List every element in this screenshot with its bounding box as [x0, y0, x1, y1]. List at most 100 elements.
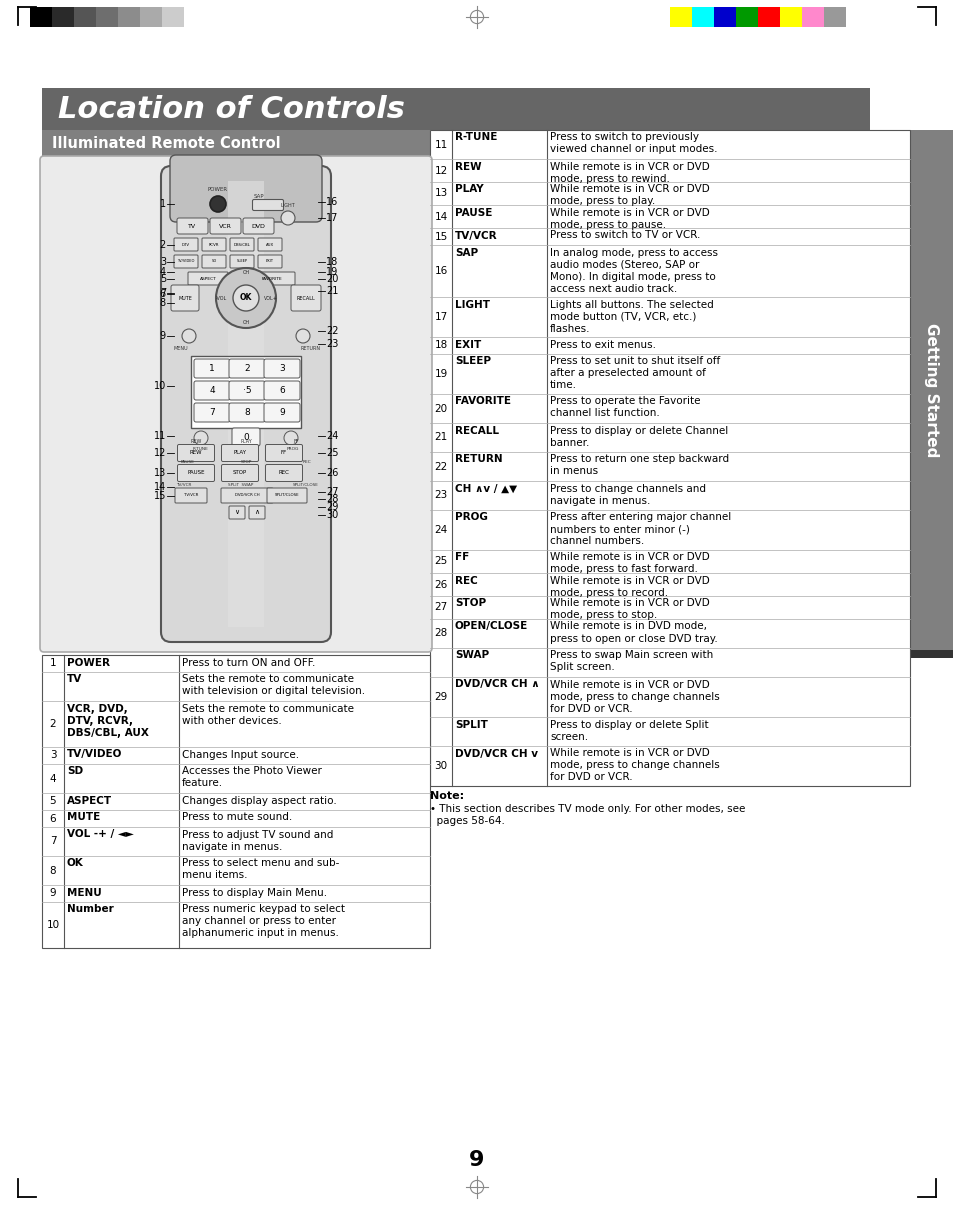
Text: Press to mute sound.: Press to mute sound.	[182, 812, 292, 823]
Text: Press to switch to previously
viewed channel or input modes.: Press to switch to previously viewed cha…	[550, 133, 717, 154]
Text: 9: 9	[469, 1150, 484, 1170]
Text: PAUSE: PAUSE	[455, 207, 492, 217]
Text: TV: TV	[189, 223, 196, 229]
Text: 26: 26	[434, 580, 447, 589]
Text: While remote is in VCR or DVD
mode, press to fast forward.: While remote is in VCR or DVD mode, pres…	[550, 553, 709, 575]
Text: OPEN/CLOSE: OPEN/CLOSE	[455, 622, 528, 631]
Text: SLEEP: SLEEP	[236, 259, 247, 264]
FancyBboxPatch shape	[221, 464, 258, 482]
FancyBboxPatch shape	[177, 445, 214, 462]
Text: 26: 26	[326, 468, 338, 478]
Bar	[735, 7, 758, 27]
Text: Changes Input source.: Changes Input source.	[182, 750, 299, 759]
Bar	[909, 649, 953, 658]
Text: 1: 1	[50, 658, 56, 669]
Text: TV/VCR: TV/VCR	[184, 494, 198, 498]
Circle shape	[233, 286, 258, 311]
Text: 12: 12	[434, 165, 447, 176]
FancyBboxPatch shape	[229, 402, 265, 422]
FancyBboxPatch shape	[249, 272, 294, 286]
Bar	[780, 7, 801, 27]
Text: 3: 3	[160, 257, 166, 268]
Text: Changes display aspect ratio.: Changes display aspect ratio.	[182, 795, 336, 805]
Circle shape	[215, 268, 275, 328]
Bar	[669, 7, 691, 27]
Text: 1: 1	[209, 364, 214, 374]
FancyBboxPatch shape	[171, 286, 199, 311]
Text: REC: REC	[278, 470, 289, 476]
FancyBboxPatch shape	[193, 359, 230, 378]
Text: Press to display or delete Split
screen.: Press to display or delete Split screen.	[550, 719, 708, 741]
Text: FAVORITE: FAVORITE	[261, 276, 282, 281]
Text: Press to display or delete Channel
banner.: Press to display or delete Channel banne…	[550, 425, 727, 447]
FancyBboxPatch shape	[177, 218, 208, 234]
Text: Press to operate the Favorite
channel list function.: Press to operate the Favorite channel li…	[550, 396, 700, 418]
FancyBboxPatch shape	[243, 218, 274, 234]
Text: Press to adjust TV sound and
navigate in menus.: Press to adjust TV sound and navigate in…	[182, 829, 333, 852]
FancyBboxPatch shape	[249, 506, 265, 519]
Text: LIGHT: LIGHT	[455, 300, 490, 310]
Text: Getting Started: Getting Started	[923, 323, 939, 457]
Text: 5: 5	[159, 274, 166, 284]
Bar	[30, 7, 52, 27]
Text: Press to swap Main screen with
Split screen.: Press to swap Main screen with Split scr…	[550, 651, 713, 672]
Text: ASPECT: ASPECT	[67, 795, 112, 805]
Text: While remote is in VCR or DVD
mode, press to stop.: While remote is in VCR or DVD mode, pres…	[550, 599, 709, 621]
Text: SPLIT/CLOSE: SPLIT/CLOSE	[274, 494, 299, 498]
Text: FAVORITE: FAVORITE	[455, 396, 511, 406]
Text: TV/VCR: TV/VCR	[455, 230, 497, 241]
Bar	[42, 88, 869, 130]
Text: Sets the remote to communicate
with television or digital television.: Sets the remote to communicate with tele…	[182, 675, 365, 696]
Text: RCVR: RCVR	[209, 242, 219, 247]
Text: Illuminated Remote Control: Illuminated Remote Control	[52, 136, 280, 152]
FancyBboxPatch shape	[229, 506, 245, 519]
Text: 12: 12	[153, 448, 166, 458]
Text: 6: 6	[50, 813, 56, 823]
Text: OK: OK	[67, 858, 84, 869]
Text: 21: 21	[434, 433, 447, 442]
Text: 4: 4	[209, 386, 214, 395]
FancyBboxPatch shape	[232, 428, 260, 446]
Circle shape	[182, 329, 195, 343]
Circle shape	[295, 329, 310, 343]
Text: 9: 9	[160, 331, 166, 341]
Text: SWAP: SWAP	[455, 651, 489, 660]
FancyBboxPatch shape	[210, 218, 241, 234]
Text: SPLIT: SPLIT	[455, 719, 487, 729]
Text: RECALL: RECALL	[455, 425, 498, 435]
Text: • This section describes TV mode only. For other modes, see
  pages 58-64.: • This section describes TV mode only. F…	[430, 804, 744, 827]
Text: -VOL: -VOL	[215, 295, 227, 300]
Text: TV/VIDEO: TV/VIDEO	[177, 259, 194, 264]
Text: While remote is in VCR or DVD
mode, press to rewind.: While remote is in VCR or DVD mode, pres…	[550, 161, 709, 183]
Text: DVD: DVD	[252, 223, 265, 229]
Text: PLAY: PLAY	[240, 439, 252, 443]
Text: Press to turn ON and OFF.: Press to turn ON and OFF.	[182, 658, 315, 668]
FancyBboxPatch shape	[257, 239, 282, 251]
Text: RETURN: RETURN	[455, 454, 502, 464]
Text: Sets the remote to communicate
with other devices.: Sets the remote to communicate with othe…	[182, 704, 354, 725]
Text: RECALL: RECALL	[296, 295, 315, 300]
FancyBboxPatch shape	[173, 239, 198, 251]
Text: 30: 30	[434, 762, 447, 771]
Text: VCR: VCR	[219, 223, 232, 229]
Circle shape	[284, 431, 297, 445]
Text: POWER: POWER	[208, 187, 228, 192]
Text: 8: 8	[160, 298, 166, 308]
Bar	[691, 7, 713, 27]
Bar	[430, 130, 909, 786]
Text: 9: 9	[50, 888, 56, 899]
Text: STOP: STOP	[233, 470, 247, 476]
Text: CH: CH	[242, 270, 250, 276]
Text: 29: 29	[326, 502, 338, 512]
Bar	[713, 7, 735, 27]
Text: REC: REC	[302, 460, 311, 464]
Text: 2: 2	[50, 719, 56, 729]
FancyBboxPatch shape	[229, 381, 265, 400]
Text: 9: 9	[279, 408, 285, 417]
FancyBboxPatch shape	[221, 445, 258, 462]
FancyBboxPatch shape	[264, 381, 299, 400]
Text: EXIT: EXIT	[266, 259, 274, 264]
Text: PAUSE: PAUSE	[181, 460, 194, 464]
Text: MENU: MENU	[67, 888, 102, 898]
Bar	[823, 7, 845, 27]
